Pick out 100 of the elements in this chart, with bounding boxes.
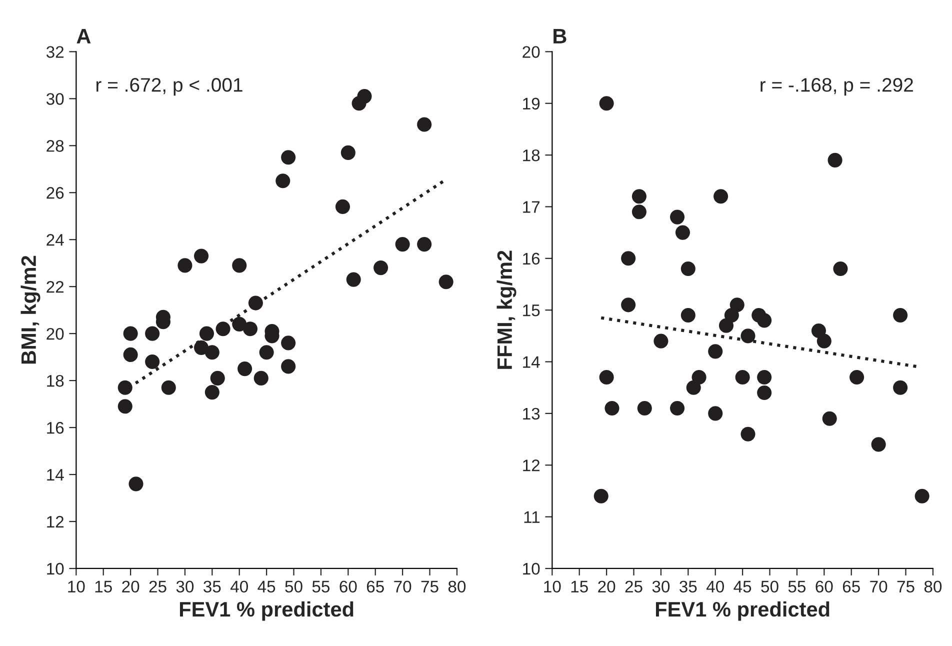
point [232,258,247,273]
x-tick-label: 40 [230,580,248,593]
point [161,380,176,395]
x-tick-label: 50 [761,580,778,593]
x-tick-label: 35 [204,580,221,593]
y-tick-label: 22 [46,280,64,293]
point [822,411,837,426]
point [740,426,756,442]
y-tick-label: 14 [523,356,540,368]
annotation: r = .672, p < .001 [96,78,242,96]
point [281,359,296,374]
y-axis-title: BMI, kg/m2 [20,256,40,364]
point [850,370,864,385]
point [692,370,706,385]
chart-title: B [554,29,566,44]
x-axis-title: FEV1 % predicted [656,601,830,621]
point [254,370,268,386]
chart-title: A [76,29,91,44]
x-tick-label: 65 [842,580,860,593]
x-tick-label: 60 [816,580,833,593]
x-tick-label: 20 [122,580,140,593]
point [735,370,750,385]
annotation: r = -.168, p = .292 [760,78,913,96]
point [417,117,432,132]
x-tick-label: 70 [870,580,888,593]
point [417,237,432,252]
point [632,204,646,220]
point [914,488,930,504]
point [118,380,132,395]
x-tick-label: 40 [706,580,724,593]
y-tick-label: 30 [46,93,64,105]
x-tick-label: 30 [176,580,194,593]
point [893,380,908,395]
point [395,237,410,252]
x-tick-label: 75 [421,580,438,593]
y-tick-label: 10 [523,562,540,575]
x-axis-title: FEV1 % predicted [180,601,354,621]
point [599,370,614,385]
point [621,251,636,266]
point [654,334,668,348]
y-axis-title: FFMI, kg/m2 [496,250,516,369]
point [740,328,756,344]
point [833,261,848,276]
point [604,400,620,416]
y-tick-label: 19 [523,98,540,110]
point [893,308,908,323]
point [816,334,832,348]
point [204,345,220,360]
x-tick-label: 60 [340,580,357,593]
y-tick-label: 26 [46,187,64,199]
point [145,354,160,370]
x-tick-label: 10 [68,580,85,593]
point [708,406,723,421]
x-tick-label: 80 [924,580,942,593]
x-tick-label: 10 [544,580,561,593]
point [599,96,614,111]
y-tick-label: 16 [47,422,64,434]
x-tick-label: 55 [788,580,806,593]
point [757,313,772,328]
point [357,89,372,104]
x-tick-label: 15 [95,580,112,593]
point [757,370,772,385]
x-tick-label: 80 [448,580,466,593]
y-tick-label: 32 [46,46,64,58]
x-tick-label: 55 [312,580,330,593]
point [438,274,454,290]
point [670,210,685,224]
point [340,145,356,160]
x-tick-label: 25 [625,580,642,593]
point [594,488,608,504]
point [680,308,696,323]
y-tick-label: 11 [524,511,540,523]
point [259,345,274,360]
point [670,400,685,416]
y-tick-label: 28 [46,140,64,152]
y-tick-label: 12 [523,460,540,472]
point [637,400,652,416]
x-tick-label: 45 [258,580,276,593]
point [757,385,772,400]
x-tick-label: 75 [897,580,914,593]
x-tick-label: 70 [394,580,412,593]
point [346,272,361,287]
point [621,298,636,312]
point [178,258,192,273]
point [714,189,728,204]
point [708,344,723,359]
y-tick-label: 20 [522,46,540,58]
x-tick-label: 45 [734,580,752,593]
point [276,174,290,188]
y-tick-label: 16 [523,252,540,265]
y-tick-label: 20 [46,328,64,340]
y-tick-label: 17 [523,201,540,213]
x-tick-label: 50 [285,580,302,593]
y-tick-label: 18 [47,374,64,387]
point [281,336,296,350]
point [238,362,252,376]
y-tick-label: 15 [523,304,540,316]
y-tick-label: 12 [47,516,64,528]
x-tick-label: 35 [680,580,697,593]
point [194,248,209,264]
